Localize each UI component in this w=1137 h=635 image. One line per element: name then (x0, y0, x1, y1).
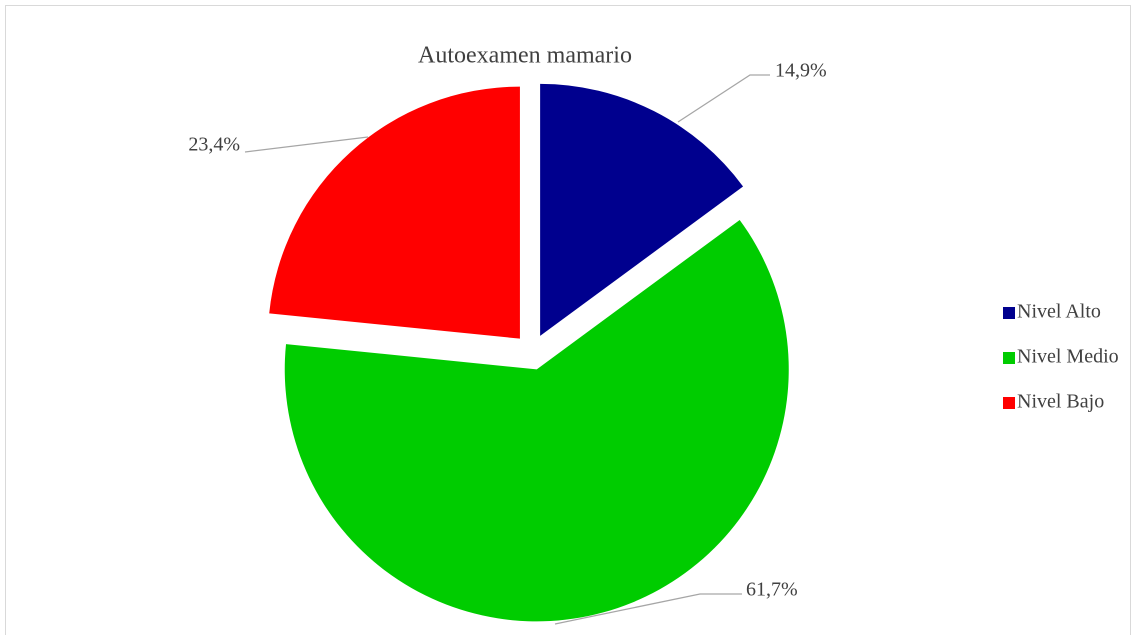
legend-swatch (1003, 352, 1015, 364)
legend-label: Nivel Medio (1017, 346, 1119, 368)
pie-slice (269, 86, 520, 339)
leader-line (554, 593, 742, 625)
pie-slice (284, 219, 789, 622)
leader-line (677, 74, 770, 123)
leader-line (244, 136, 369, 153)
legend-swatch (1003, 307, 1015, 319)
data-label: 23,4% (188, 134, 240, 156)
data-label: 14,9% (775, 60, 827, 82)
legend-label: Nivel Bajo (1017, 391, 1104, 413)
pie-slice (540, 83, 744, 336)
legend-label: Nivel Alto (1017, 301, 1101, 323)
legend-swatch (1003, 397, 1015, 409)
data-label: 61,7% (746, 579, 798, 601)
chart-title: Autoexamen mamario (418, 43, 632, 69)
